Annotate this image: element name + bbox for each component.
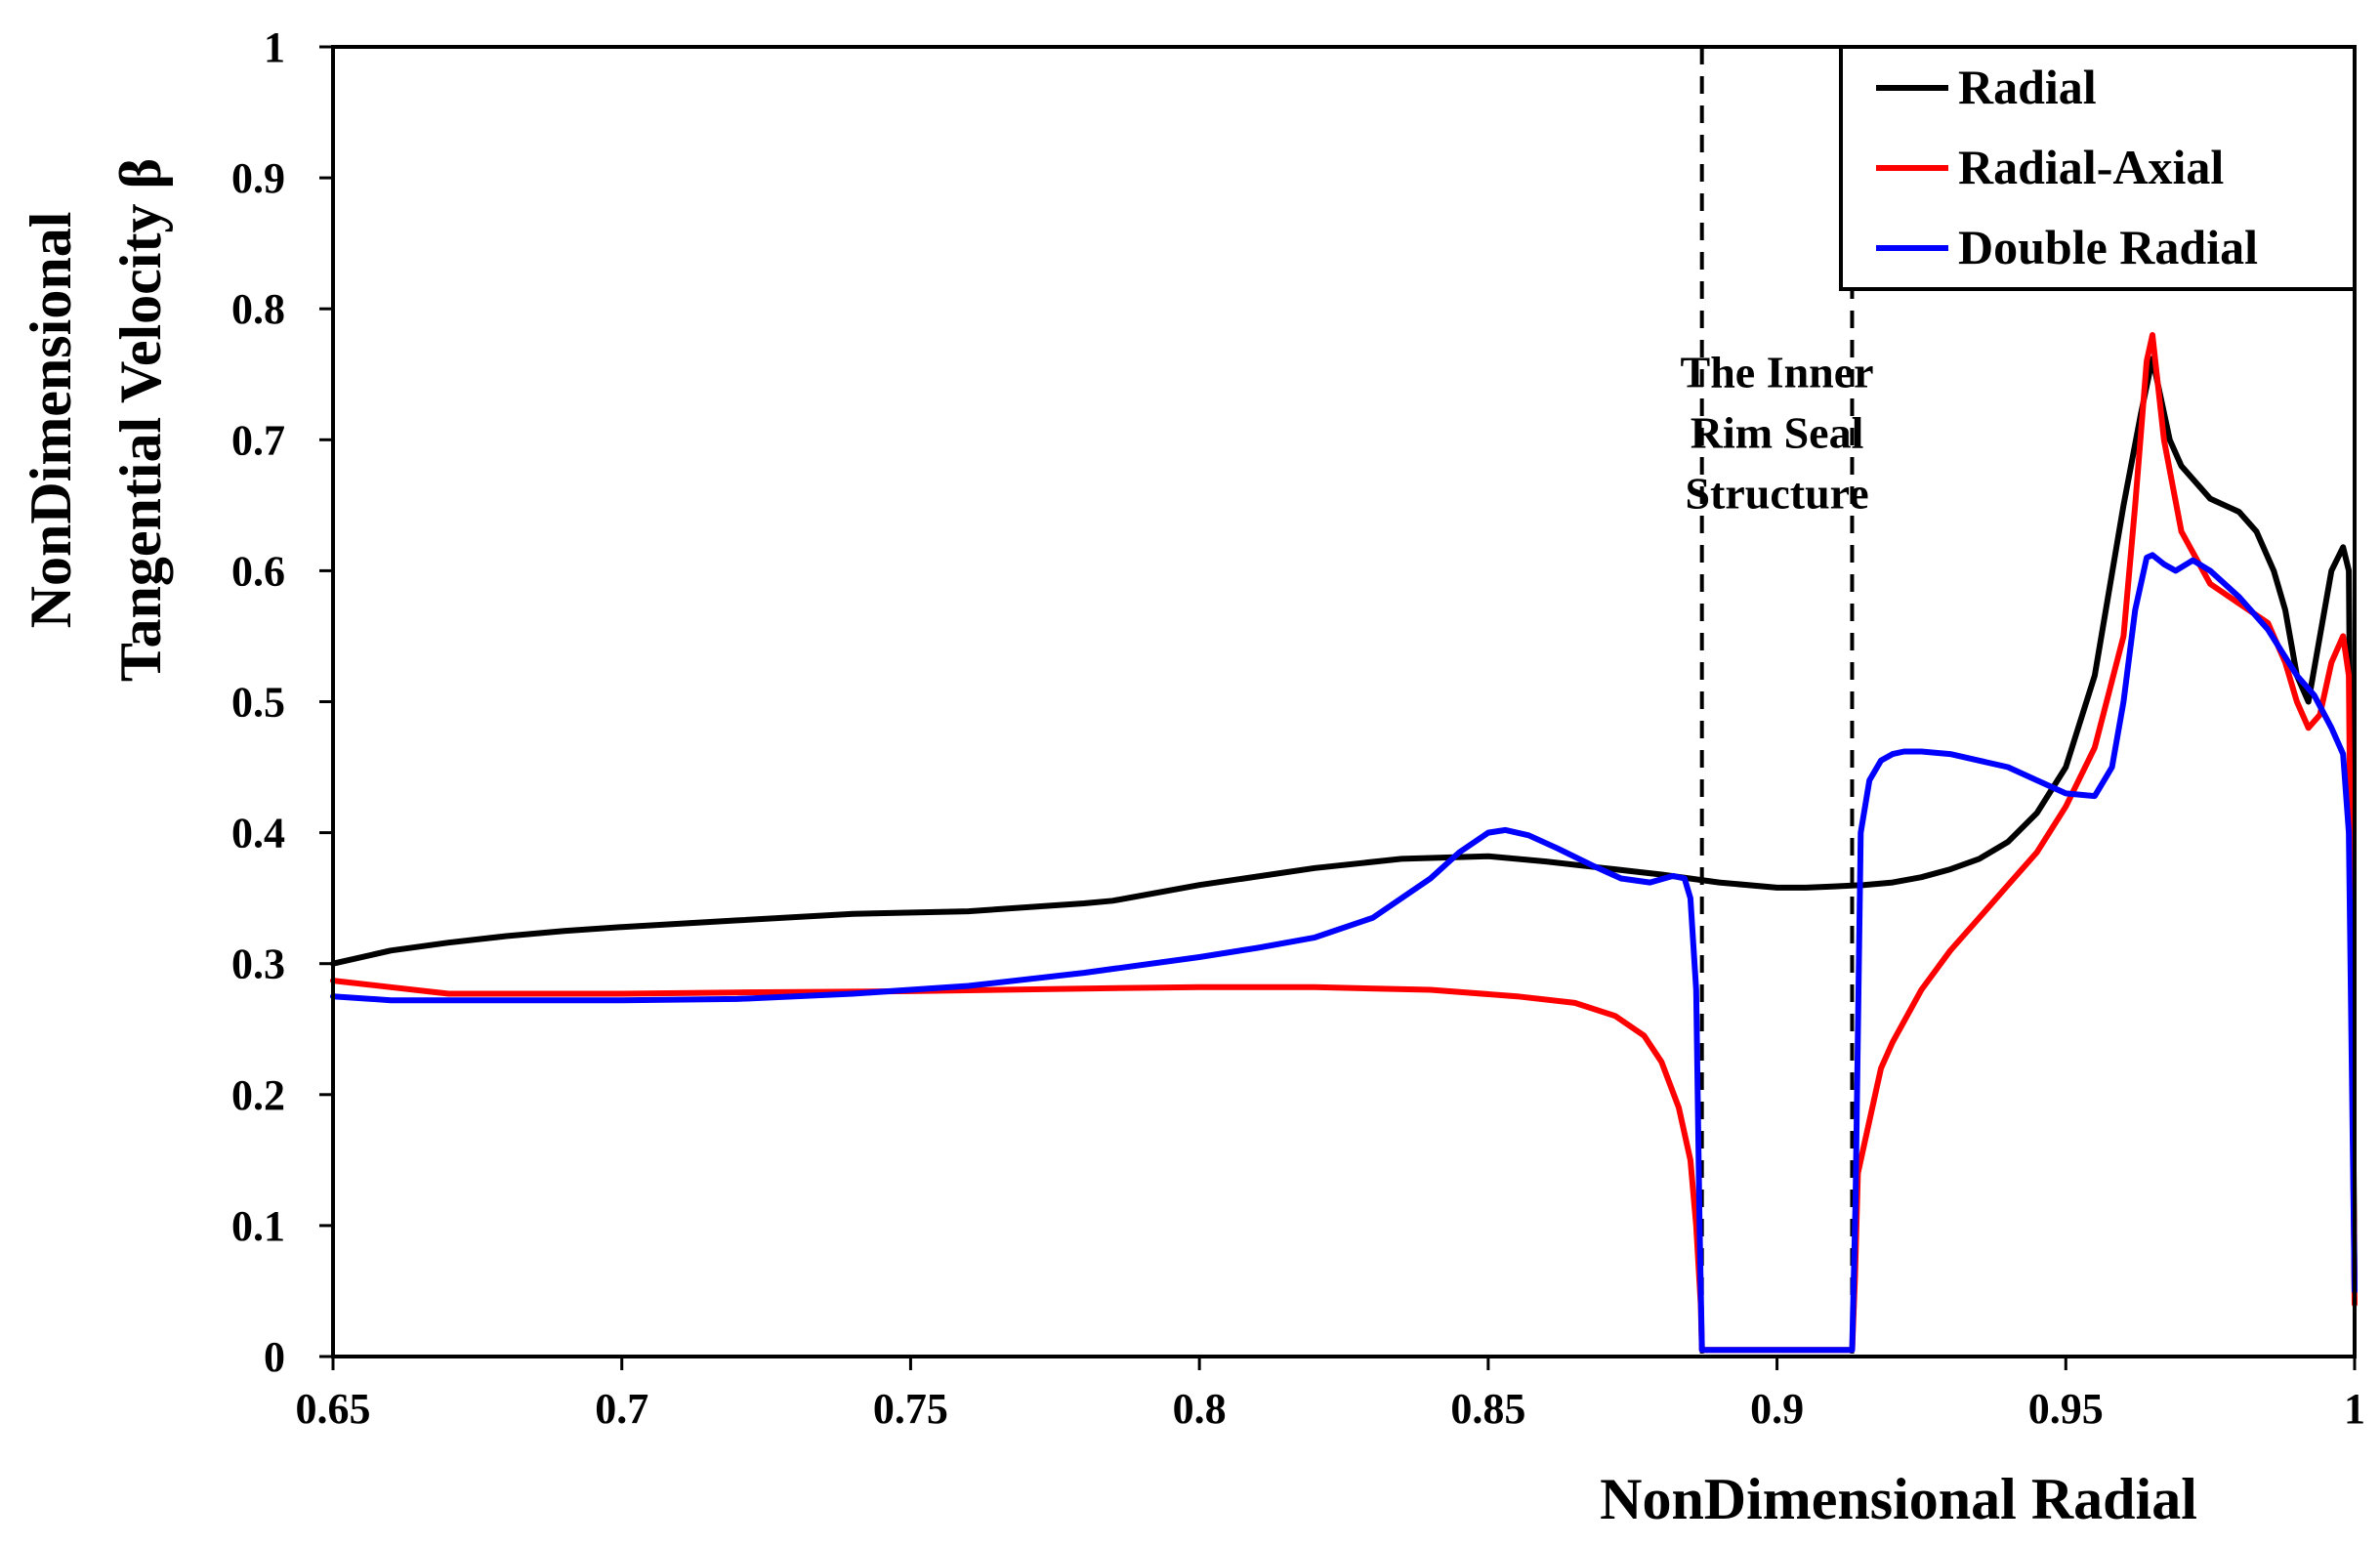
y-tick-label: 0.2: [231, 1071, 285, 1119]
y-axis-title-line: NonDimensional: [19, 212, 83, 629]
x-tick-label: 0.65: [296, 1385, 371, 1433]
x-tick-label: 0.9: [1750, 1385, 1804, 1433]
y-tick-label: 0.7: [231, 416, 285, 464]
y-tick-label: 0.5: [231, 679, 285, 727]
reference-lines: [1699, 47, 1855, 1357]
y-tick-label: 0.9: [231, 154, 285, 202]
annotation-line: Rim Seal: [1691, 408, 1864, 458]
x-axis-title: NonDimensional Radial: [1600, 1467, 2197, 1531]
y-axis-title-line: Tangential Velocity β: [108, 158, 173, 682]
series-line-radial: [330, 355, 2358, 1294]
y-tick-marks: [319, 45, 333, 1358]
y-tick-label: 0.8: [231, 285, 285, 333]
legend: Radial Radial-Axial Double Radial: [1839, 45, 2357, 291]
annotation-line: Structure: [1685, 469, 1868, 519]
x-tick-label: 0.7: [595, 1385, 648, 1433]
y-tick-label: 0.4: [231, 810, 285, 857]
y-tick-label: 0.1: [231, 1202, 285, 1250]
annotation-line: The Inner: [1681, 348, 1874, 397]
y-tick-labels: 0 0.1 0.2 0.3 0.4 0.5 0.6 0.7 0.8 0.9 1: [231, 23, 285, 1381]
legend-label: Double Radial: [1958, 220, 2258, 274]
x-tick-label: 0.75: [873, 1385, 948, 1433]
series-line-radial-axial: [330, 332, 2358, 1354]
legend-label: Radial: [1958, 60, 2097, 114]
y-tick-label: 0.3: [231, 940, 285, 988]
x-tick-label: 1: [2344, 1385, 2365, 1433]
y-tick-label: 0: [264, 1333, 285, 1381]
series-line-double-radial: [330, 552, 2358, 1354]
y-tick-label: 0.6: [231, 547, 285, 595]
y-axis-title: NonDimensional Tangential Velocity β: [19, 158, 173, 682]
series-lines: [330, 332, 2358, 1354]
rim-seal-annotation: The Inner Rim Seal Structure: [1681, 348, 1874, 519]
x-tick-label: 0.8: [1173, 1385, 1227, 1433]
y-tick-label: 1: [264, 23, 285, 71]
x-tick-marks: [331, 1357, 2357, 1370]
x-tick-label: 0.95: [2028, 1385, 2104, 1433]
x-tick-labels: 0.65 0.7 0.75 0.8 0.85 0.9 0.95 1: [296, 1385, 2366, 1433]
legend-label: Radial-Axial: [1958, 140, 2224, 194]
x-tick-label: 0.85: [1450, 1385, 1525, 1433]
